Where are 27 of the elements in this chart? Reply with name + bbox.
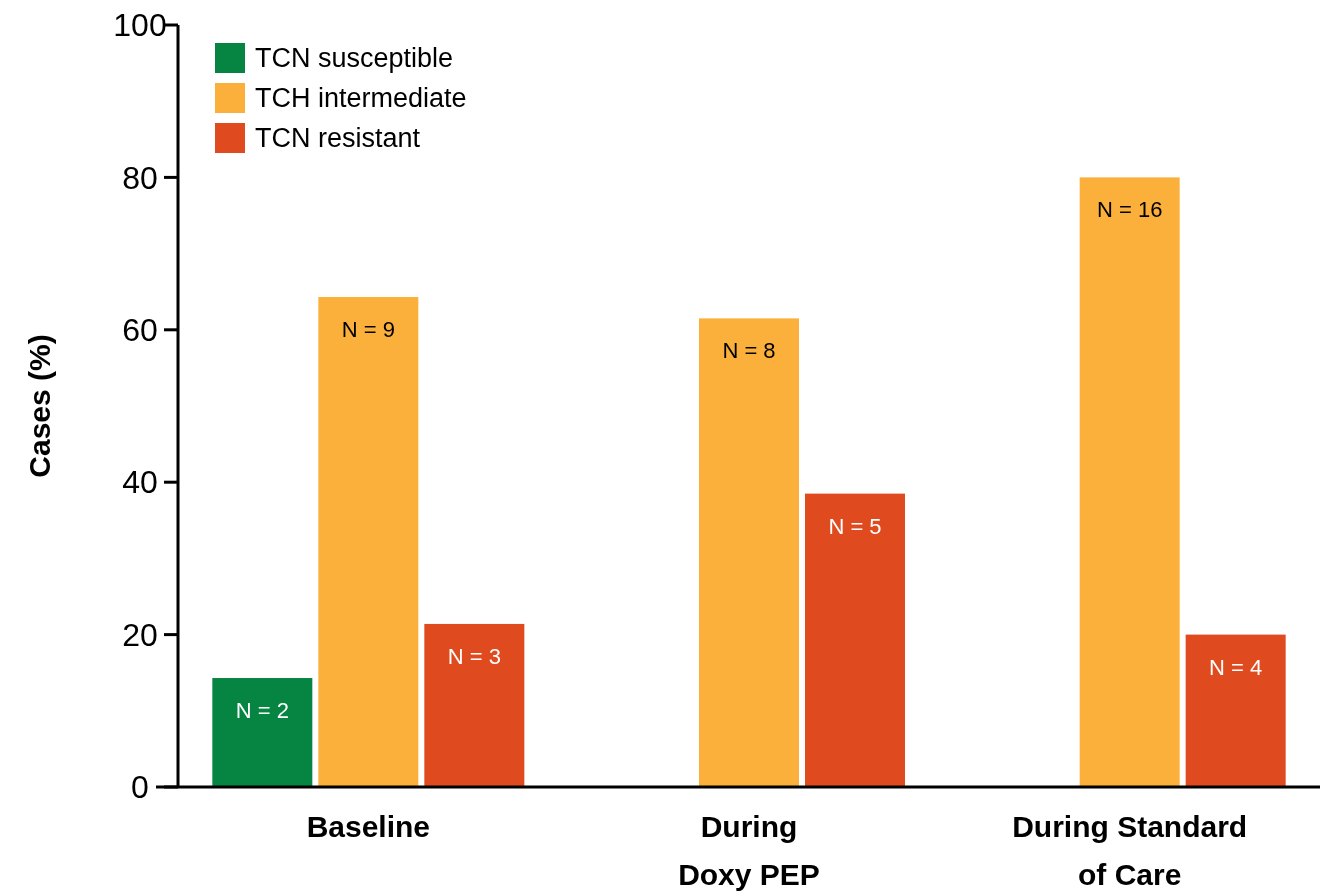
annotation: N = 9	[341, 317, 395, 343]
annotation: N = 5	[828, 513, 882, 539]
bar	[212, 678, 313, 787]
annotation: N = 2	[235, 698, 289, 724]
legend-label: TCN susceptible	[255, 43, 454, 74]
y-tick-label: 60	[122, 312, 158, 348]
y-axis-title: Cases (%)	[23, 334, 56, 478]
y-tick-label: 0	[131, 769, 149, 806]
bar	[1079, 177, 1180, 787]
legend-label: TCN resistant	[255, 123, 421, 154]
x-tick-label: During Standard of Care	[1012, 810, 1248, 891]
bar	[424, 623, 525, 787]
annotation: N = 16	[1096, 197, 1163, 223]
bar	[805, 493, 905, 787]
bar	[699, 318, 799, 787]
y-tick-label: 80	[122, 159, 158, 196]
annotation: N = 4	[1209, 654, 1263, 680]
x-tick-label: During Doxy PEP	[678, 810, 820, 891]
x-tick-label: Baseline	[306, 810, 431, 843]
y-tick-label: 100	[113, 7, 167, 44]
annotation: N = 3	[447, 643, 501, 669]
bar	[318, 297, 419, 787]
legend-label: TCH intermediate	[255, 83, 467, 114]
bar	[1185, 634, 1286, 787]
y-tick-label: 20	[122, 616, 158, 653]
y-tick-label: 40	[122, 464, 158, 501]
annotation: N = 8	[722, 338, 776, 364]
